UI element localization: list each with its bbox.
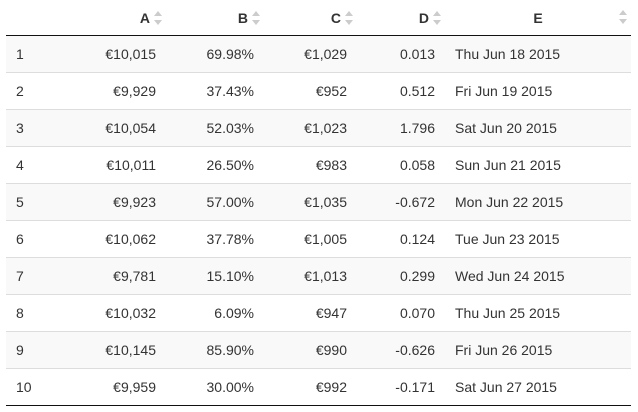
cell-d: -0.171 — [357, 368, 445, 406]
table-row: 6 €10,062 37.78% €1,005 0.124 Tue Jun 23 2015 — [6, 220, 631, 258]
cell-b: 85.90% — [166, 331, 264, 369]
cell-d: 0.058 — [357, 146, 445, 184]
cell-d: 0.013 — [357, 35, 445, 73]
cell-e: Sat Jun 20 2015 — [445, 109, 631, 147]
cell-e: Sat Jun 27 2015 — [445, 368, 631, 406]
sort-both-icon[interactable] — [345, 10, 353, 25]
cell-b: 37.78% — [166, 220, 264, 258]
header-a[interactable]: A — [62, 0, 166, 36]
cell-e: Sun Jun 21 2015 — [445, 146, 631, 184]
cell-b: 52.03% — [166, 109, 264, 147]
cell-d: 1.796 — [357, 109, 445, 147]
cell-d: 0.124 — [357, 220, 445, 258]
sort-both-icon[interactable] — [252, 10, 260, 25]
cell-a: €10,062 — [62, 220, 166, 258]
cell-c: €1,029 — [264, 35, 357, 73]
cell-a: €10,011 — [62, 146, 166, 184]
table-row: 4 €10,011 26.50% €983 0.058 Sun Jun 21 2015 — [6, 146, 631, 184]
cell-c: €1,023 — [264, 109, 357, 147]
data-table: A B C — [6, 0, 631, 406]
cell-c: €952 — [264, 72, 357, 110]
cell-rownum: 1 — [6, 35, 62, 73]
cell-b: 69.98% — [166, 35, 264, 73]
cell-c: €1,013 — [264, 257, 357, 295]
table-body: 1 €10,015 69.98% €1,029 0.013 Thu Jun 18 2015… — [6, 35, 631, 406]
cell-c: €983 — [264, 146, 357, 184]
cell-e: Thu Jun 25 2015 — [445, 294, 631, 332]
sort-both-icon[interactable] — [619, 10, 627, 24]
cell-e: Fri Jun 19 2015 — [445, 72, 631, 110]
cell-e: Fri Jun 26 2015 — [445, 331, 631, 369]
header-b-label: B — [237, 9, 248, 26]
data-table-container: A B C — [6, 0, 631, 406]
cell-e: Mon Jun 22 2015 — [445, 183, 631, 221]
cell-b: 30.00% — [166, 368, 264, 406]
cell-e: Wed Jun 24 2015 — [445, 257, 631, 295]
table-row: 1 €10,015 69.98% €1,029 0.013 Thu Jun 18 2015 — [6, 35, 631, 73]
cell-a: €10,145 — [62, 331, 166, 369]
cell-b: 6.09% — [166, 294, 264, 332]
sort-both-icon[interactable] — [154, 10, 162, 25]
cell-a: €9,923 — [62, 183, 166, 221]
cell-a: €10,032 — [62, 294, 166, 332]
cell-b: 15.10% — [166, 257, 264, 295]
cell-rownum: 10 — [6, 368, 62, 406]
cell-c: €1,035 — [264, 183, 357, 221]
table-row: 9 €10,145 85.90% €990 -0.626 Fri Jun 26 2015 — [6, 331, 631, 369]
table-row: 3 €10,054 52.03% €1,023 1.796 Sat Jun 20 2015 — [6, 109, 631, 147]
cell-a: €9,781 — [62, 257, 166, 295]
header-d-label: D — [418, 9, 429, 26]
cell-c: €947 — [264, 294, 357, 332]
cell-d: 0.070 — [357, 294, 445, 332]
table-row: 5 €9,923 57.00% €1,035 -0.672 Mon Jun 22 2015 — [6, 183, 631, 221]
cell-b: 37.43% — [166, 72, 264, 110]
cell-a: €9,929 — [62, 72, 166, 110]
table-row: 2 €9,929 37.43% €952 0.512 Fri Jun 19 2015 — [6, 72, 631, 110]
cell-d: 0.512 — [357, 72, 445, 110]
header-rownum — [6, 0, 62, 36]
cell-e: Thu Jun 18 2015 — [445, 35, 631, 73]
cell-b: 57.00% — [166, 183, 264, 221]
table-row: 7 €9,781 15.10% €1,013 0.299 Wed Jun 24 2015 — [6, 257, 631, 295]
table-row: 8 €10,032 6.09% €947 0.070 Thu Jun 25 2015 — [6, 294, 631, 332]
cell-rownum: 7 — [6, 257, 62, 295]
table-header: A B C — [6, 0, 631, 36]
cell-e: Tue Jun 23 2015 — [445, 220, 631, 258]
cell-a: €10,054 — [62, 109, 166, 147]
cell-rownum: 9 — [6, 331, 62, 369]
header-c-label: C — [330, 9, 341, 26]
header-e-label: E — [533, 9, 543, 26]
cell-d: -0.626 — [357, 331, 445, 369]
header-e[interactable]: E — [445, 0, 631, 36]
header-d[interactable]: D — [357, 0, 445, 36]
table-row: 10 €9,959 30.00% €992 -0.171 Sat Jun 27 2015 — [6, 368, 631, 406]
cell-a: €10,015 — [62, 35, 166, 73]
cell-a: €9,959 — [62, 368, 166, 406]
cell-b: 26.50% — [166, 146, 264, 184]
cell-d: 0.299 — [357, 257, 445, 295]
sort-both-icon[interactable] — [433, 10, 441, 25]
header-row: A B C — [6, 0, 631, 36]
cell-rownum: 6 — [6, 220, 62, 258]
cell-d: -0.672 — [357, 183, 445, 221]
cell-rownum: 3 — [6, 109, 62, 147]
cell-c: €1,005 — [264, 220, 357, 258]
header-c[interactable]: C — [264, 0, 357, 36]
cell-c: €992 — [264, 368, 357, 406]
cell-rownum: 4 — [6, 146, 62, 184]
cell-rownum: 8 — [6, 294, 62, 332]
cell-c: €990 — [264, 331, 357, 369]
header-b[interactable]: B — [166, 0, 264, 36]
header-a-label: A — [139, 9, 150, 26]
cell-rownum: 2 — [6, 72, 62, 110]
cell-rownum: 5 — [6, 183, 62, 221]
